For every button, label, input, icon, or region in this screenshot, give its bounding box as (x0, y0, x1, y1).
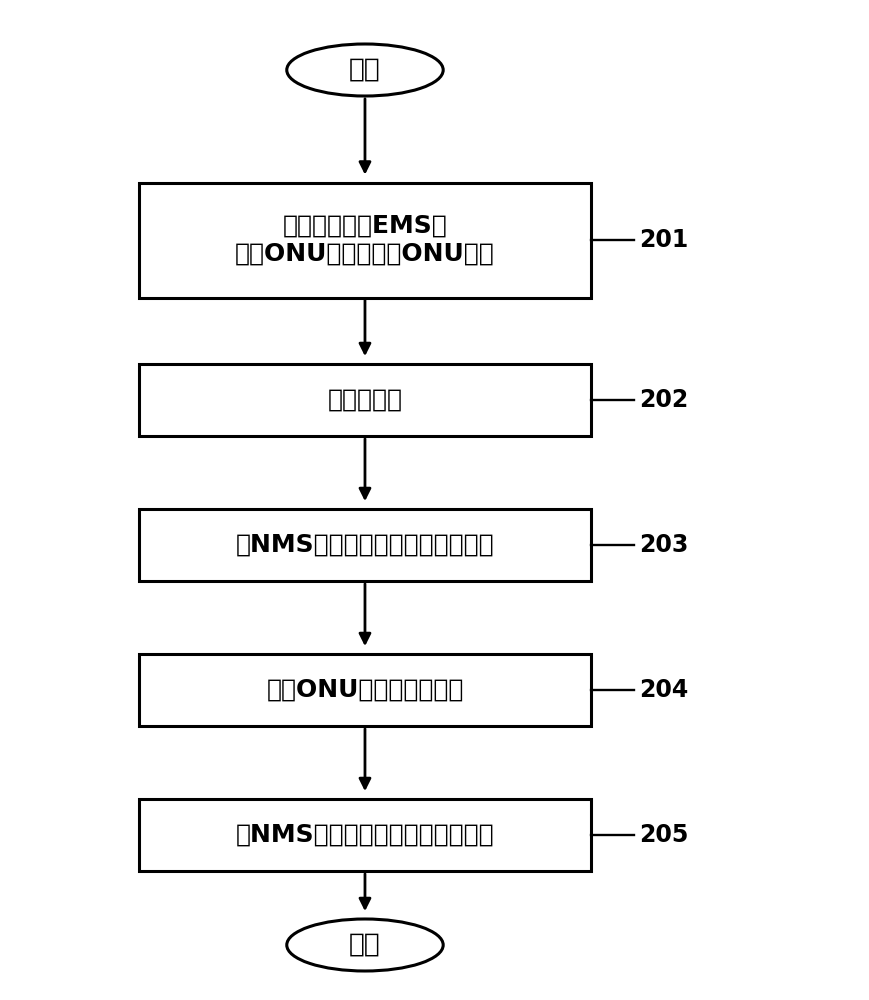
FancyBboxPatch shape (139, 509, 591, 581)
Ellipse shape (287, 919, 443, 971)
Text: 北向接口接收EMS侧
新增ONU消息，加载ONU属性: 北向接口接收EMS侧 新增ONU消息，加载ONU属性 (235, 214, 494, 266)
Text: 204: 204 (639, 678, 688, 702)
Text: 向NMS产生并发送单盘增加的消息: 向NMS产生并发送单盘增加的消息 (235, 823, 494, 847)
Text: 201: 201 (639, 228, 688, 252)
FancyBboxPatch shape (139, 182, 591, 298)
FancyBboxPatch shape (139, 799, 591, 871)
FancyBboxPatch shape (139, 364, 591, 436)
Text: 205: 205 (639, 823, 688, 847)
Text: 加载ONU盘，关联虚拟槽: 加载ONU盘，关联虚拟槽 (266, 678, 464, 702)
Ellipse shape (287, 44, 443, 96)
Text: 结束: 结束 (349, 932, 381, 958)
FancyBboxPatch shape (139, 654, 591, 726)
Text: 203: 203 (639, 533, 688, 557)
Text: 向NMS产生并发送槽位增加的消息: 向NMS产生并发送槽位增加的消息 (235, 533, 494, 557)
Text: 创建虚拟槽: 创建虚拟槽 (328, 388, 402, 412)
Text: 202: 202 (639, 388, 688, 412)
Text: 开始: 开始 (349, 57, 381, 83)
